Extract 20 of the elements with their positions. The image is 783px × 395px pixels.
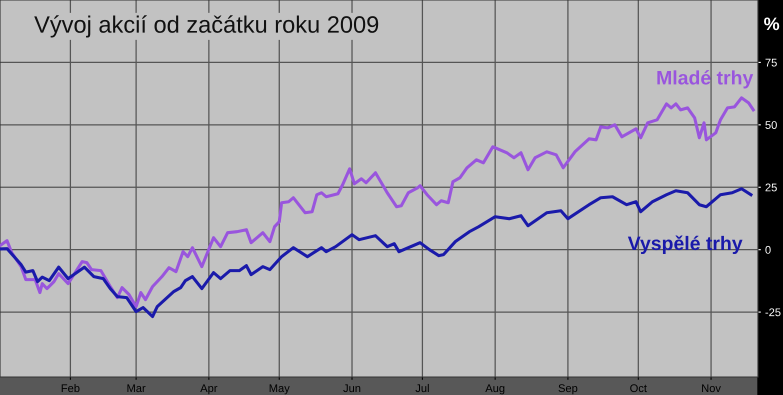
- x-tick-label: May: [270, 384, 290, 394]
- x-tick-label: Oct: [630, 384, 647, 392]
- x-tick-label: Sep: [558, 384, 578, 394]
- y-tick-label: 25: [766, 184, 777, 192]
- x-tick-label: Aug: [485, 384, 504, 394]
- series-label: Mladé trhy: [657, 70, 754, 88]
- y-tick-label: 0: [765, 246, 771, 254]
- y-tick-label: 75: [766, 58, 777, 67]
- x-tick-label: Feb: [62, 384, 80, 392]
- x-tick-label: Apr: [200, 384, 218, 394]
- x-tick-label: Jun: [343, 384, 360, 392]
- y-tick-label: 50: [765, 121, 777, 129]
- x-tick-label: Mar: [127, 384, 146, 392]
- line-series: [0, 187, 752, 318]
- y-tick-label: -25: [765, 308, 781, 316]
- line-series: [0, 96, 755, 308]
- x-tick-label: Nov: [702, 384, 721, 392]
- y-axis-title: %: [764, 17, 780, 30]
- x-tick-label: Jul: [415, 384, 429, 392]
- text: Vývoj akcií od začátku roku 2009: [34, 15, 378, 38]
